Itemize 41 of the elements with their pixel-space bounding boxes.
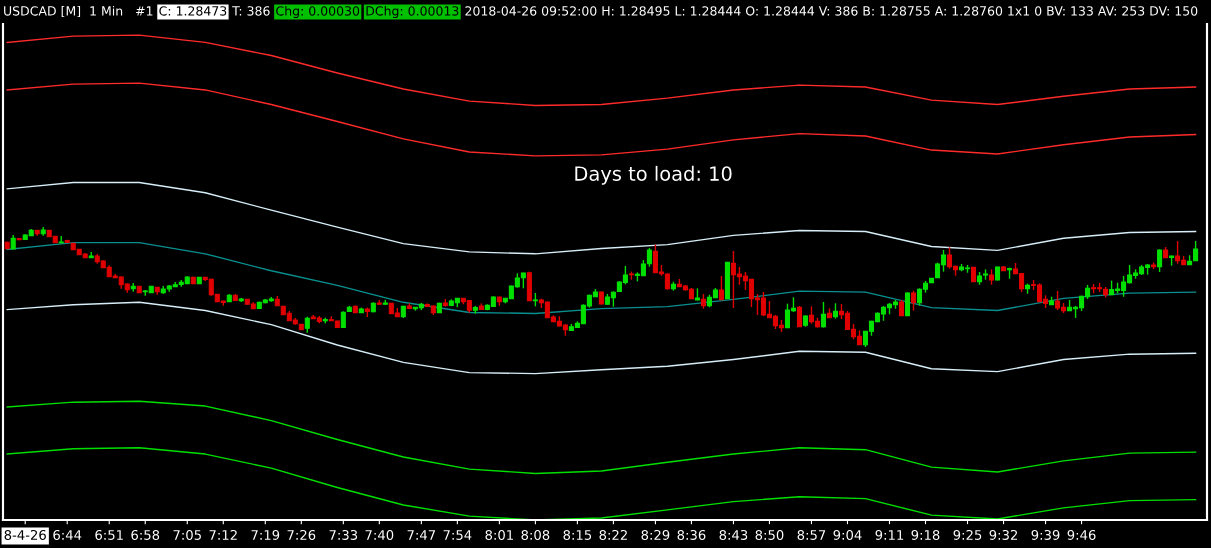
x-tick-label: 9:32	[989, 529, 1018, 540]
x-tick-label: 6:51	[95, 529, 123, 540]
candlestick	[1193, 240, 1199, 262]
x-tick-label: 9:39	[1031, 529, 1060, 540]
text: C: 1.28473	[159, 6, 227, 16]
x-tick-label: 8:08	[521, 529, 550, 540]
x-tick-label: 9:25	[953, 529, 982, 540]
x-tick-label: 8:15	[563, 529, 592, 540]
x-tick-label: 8:43	[719, 529, 748, 540]
text: 2018-04-26 09:52:00 H: 1.28495 L: 1.28444 O: 1.28444 V: 386 B: 1.28755 A: 1.28760 1x1 0 BV: 133 AV: 253 DV: 150	[465, 6, 1198, 16]
candlestick	[796, 305, 803, 328]
candlestick	[718, 275, 724, 301]
x-tick-label: 9:04	[833, 529, 862, 540]
x-tick-label: 9:46	[1067, 529, 1096, 540]
chart-title: USDCAD [M] 1 Min #1	[4, 5, 153, 18]
annotation: Days to load: 10	[575, 165, 732, 185]
x-tick-label: 7:40	[365, 529, 394, 540]
x-tick-label: 8-4-26	[4, 529, 46, 540]
x-tick-label: 7:19	[251, 529, 280, 540]
x-tick-label: 6:44	[53, 529, 82, 540]
x-tick-label: 8:22	[599, 529, 627, 540]
x-tick-label: 7:54	[443, 530, 472, 540]
x-tick-label: 8:01	[485, 529, 513, 540]
x-tick-label: 8:50	[755, 529, 784, 540]
candlestick	[910, 290, 917, 312]
candlestick	[1157, 248, 1163, 273]
text: T: 386	[232, 6, 270, 16]
candlestick	[820, 301, 827, 329]
x-tick-label: 8:57	[797, 529, 826, 540]
text: Chg: 0.00030	[276, 5, 360, 19]
x-tick-label: 8:29	[641, 529, 670, 540]
x-tick-label: 9:18	[911, 529, 940, 540]
text: DChg: 0.00013	[366, 5, 459, 19]
x-tick-label: 7:33	[329, 529, 358, 540]
x-tick-label: 7:26	[287, 529, 316, 540]
x-tick-label: 7:12	[209, 529, 237, 540]
x-tick-label: 9:11	[875, 529, 904, 540]
x-tick-label: 7:47	[407, 530, 436, 540]
x-tick-label: 8:36	[677, 529, 706, 540]
x-tick-label: 6:58	[131, 529, 160, 540]
x-tick-label: 7:05	[173, 529, 201, 540]
